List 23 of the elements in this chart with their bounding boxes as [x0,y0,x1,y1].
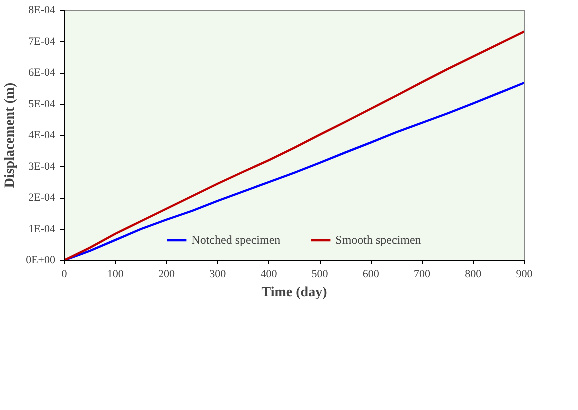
x-tick-label: 800 [465,268,482,280]
x-axis-title: Time (day) [262,286,328,300]
y-tick-label: 7E-04 [28,36,56,48]
y-tick-label: 5E-04 [28,98,56,110]
x-tick-label: 700 [414,268,432,280]
legend-label: Smooth specimen [336,232,422,248]
y-tick-label: 2E-04 [28,192,56,204]
x-tick-label: 0 [62,268,68,280]
y-tick-label: 6E-04 [28,67,56,79]
y-tick-label: 0E+00 [26,254,56,266]
y-axis-title: Displacement (m) [3,82,18,188]
x-tick-label: 900 [516,268,534,280]
y-tick-label: 8E-04 [28,4,56,16]
y-tick-label: 4E-04 [28,130,56,142]
y-tick-label: 1E-04 [28,223,56,236]
x-tick-label: 600 [362,268,380,280]
x-tick-label: 400 [260,268,278,280]
x-tick-label: 100 [107,268,124,280]
x-tick-label: 300 [210,268,227,280]
x-tick-label: 200 [158,268,176,280]
legend-label: Notched specimen [192,232,281,248]
y-tick-label: 3E-04 [28,160,56,173]
x-tick-label: 500 [312,268,329,280]
